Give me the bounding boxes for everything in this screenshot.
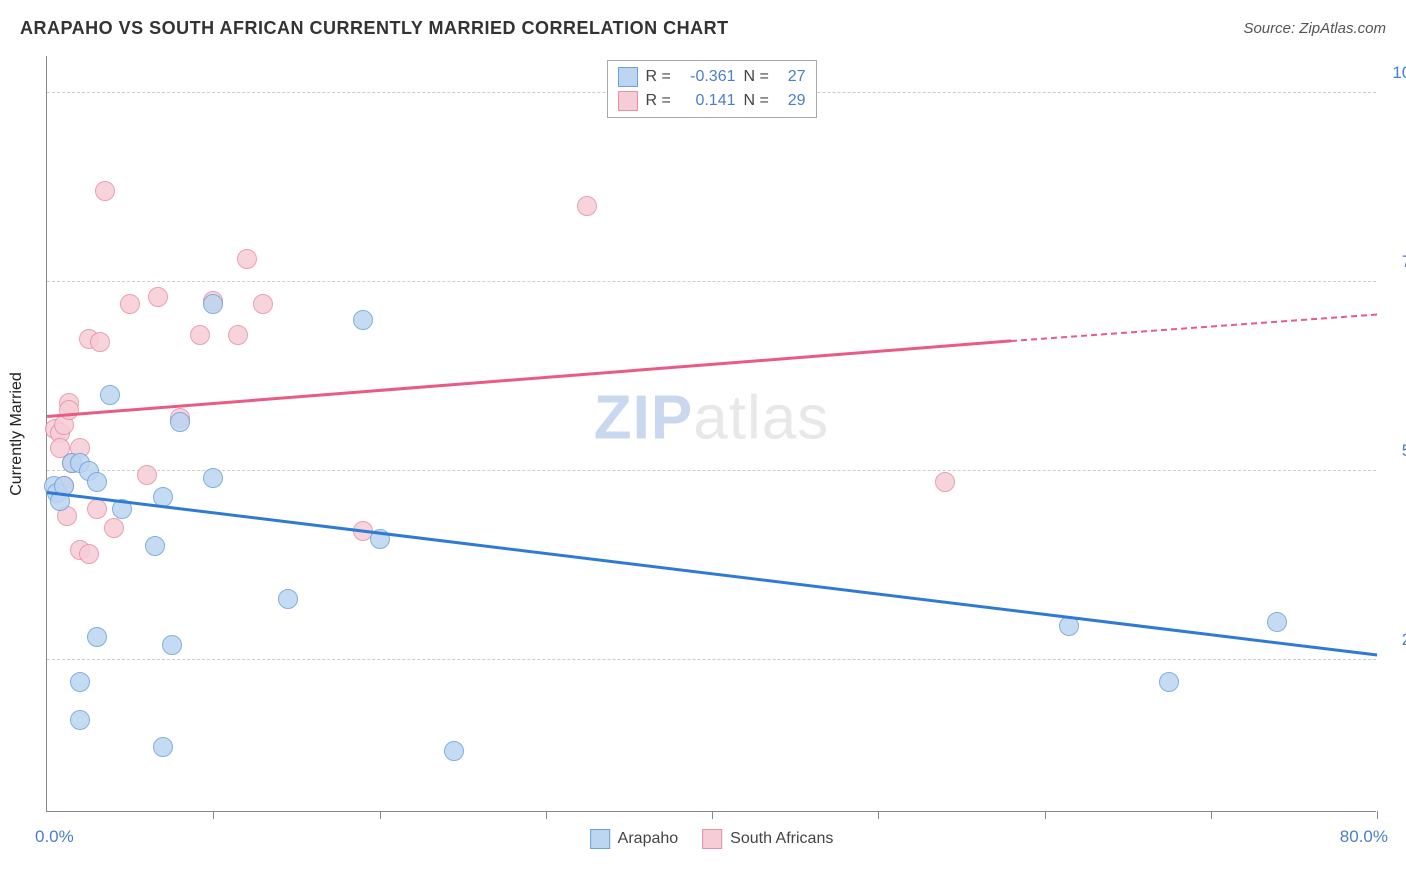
- marker-south-africans: [104, 518, 124, 538]
- x-tick: [1211, 811, 1212, 819]
- marker-south-africans: [137, 465, 157, 485]
- y-tick-label: 50.0%: [1402, 441, 1406, 461]
- n-label: N =: [744, 92, 772, 110]
- gridline: [47, 281, 1376, 282]
- x-tick: [1377, 811, 1378, 819]
- y-tick-label: 75.0%: [1402, 252, 1406, 272]
- gridline: [47, 470, 1376, 471]
- legend-label: South Africans: [730, 830, 833, 848]
- x-axis-min-label: 0.0%: [35, 827, 74, 847]
- chart-source: Source: ZipAtlas.com: [1243, 20, 1386, 37]
- watermark-zip: ZIP: [594, 384, 693, 453]
- marker-arapaho: [203, 294, 223, 314]
- marker-south-africans: [253, 294, 273, 314]
- marker-south-africans: [190, 325, 210, 345]
- plot-area: Currently Married ZIPatlas 25.0%50.0%75.…: [46, 56, 1376, 812]
- marker-arapaho: [162, 635, 182, 655]
- marker-arapaho: [203, 468, 223, 488]
- r-label: R =: [646, 92, 674, 110]
- watermark: ZIPatlas: [594, 383, 829, 454]
- y-tick-label: 25.0%: [1402, 630, 1406, 650]
- x-tick: [380, 811, 381, 819]
- marker-south-africans: [59, 400, 79, 420]
- legend-swatch-icon: [618, 67, 638, 87]
- n-value: 29: [780, 92, 806, 110]
- marker-arapaho: [145, 536, 165, 556]
- x-tick: [712, 811, 713, 819]
- n-value: 27: [780, 68, 806, 86]
- marker-south-africans: [228, 325, 248, 345]
- legend-swatch-icon: [618, 91, 638, 111]
- x-tick: [1045, 811, 1046, 819]
- r-value: -0.361: [682, 68, 736, 86]
- trend-line: [47, 340, 1011, 418]
- marker-arapaho: [70, 672, 90, 692]
- n-label: N =: [744, 68, 772, 86]
- marker-arapaho: [87, 627, 107, 647]
- trend-line: [1011, 314, 1377, 342]
- marker-south-africans: [237, 249, 257, 269]
- marker-south-africans: [577, 196, 597, 216]
- legend-item: South Africans: [702, 829, 833, 849]
- legend-swatch-icon: [590, 829, 610, 849]
- stats-box: R = -0.361 N = 27 R = 0.141 N = 29: [607, 60, 817, 118]
- r-value: 0.141: [682, 92, 736, 110]
- gridline: [47, 659, 1376, 660]
- y-axis-title: Currently Married: [8, 372, 26, 496]
- marker-arapaho: [153, 737, 173, 757]
- marker-south-africans: [90, 332, 110, 352]
- marker-south-africans: [95, 181, 115, 201]
- marker-arapaho: [444, 741, 464, 761]
- legend: Arapaho South Africans: [590, 829, 834, 849]
- marker-arapaho: [1267, 612, 1287, 632]
- marker-arapaho: [278, 589, 298, 609]
- marker-south-africans: [120, 294, 140, 314]
- marker-south-africans: [79, 544, 99, 564]
- marker-south-africans: [148, 287, 168, 307]
- marker-south-africans: [87, 499, 107, 519]
- marker-south-africans: [935, 472, 955, 492]
- trend-line: [47, 491, 1377, 656]
- chart-title: ARAPAHO VS SOUTH AFRICAN CURRENTLY MARRI…: [20, 18, 729, 39]
- watermark-atlas: atlas: [693, 384, 829, 453]
- marker-arapaho: [100, 385, 120, 405]
- marker-arapaho: [1159, 672, 1179, 692]
- legend-swatch-icon: [702, 829, 722, 849]
- marker-arapaho: [353, 310, 373, 330]
- legend-label: Arapaho: [618, 830, 679, 848]
- marker-arapaho: [170, 412, 190, 432]
- x-tick: [213, 811, 214, 819]
- marker-arapaho: [70, 710, 90, 730]
- legend-item: Arapaho: [590, 829, 679, 849]
- x-tick: [546, 811, 547, 819]
- marker-arapaho: [87, 472, 107, 492]
- y-tick-label: 100.0%: [1392, 63, 1406, 83]
- r-label: R =: [646, 68, 674, 86]
- x-axis-max-label: 80.0%: [1340, 827, 1388, 847]
- stats-row: R = 0.141 N = 29: [618, 89, 806, 113]
- x-tick: [878, 811, 879, 819]
- stats-row: R = -0.361 N = 27: [618, 65, 806, 89]
